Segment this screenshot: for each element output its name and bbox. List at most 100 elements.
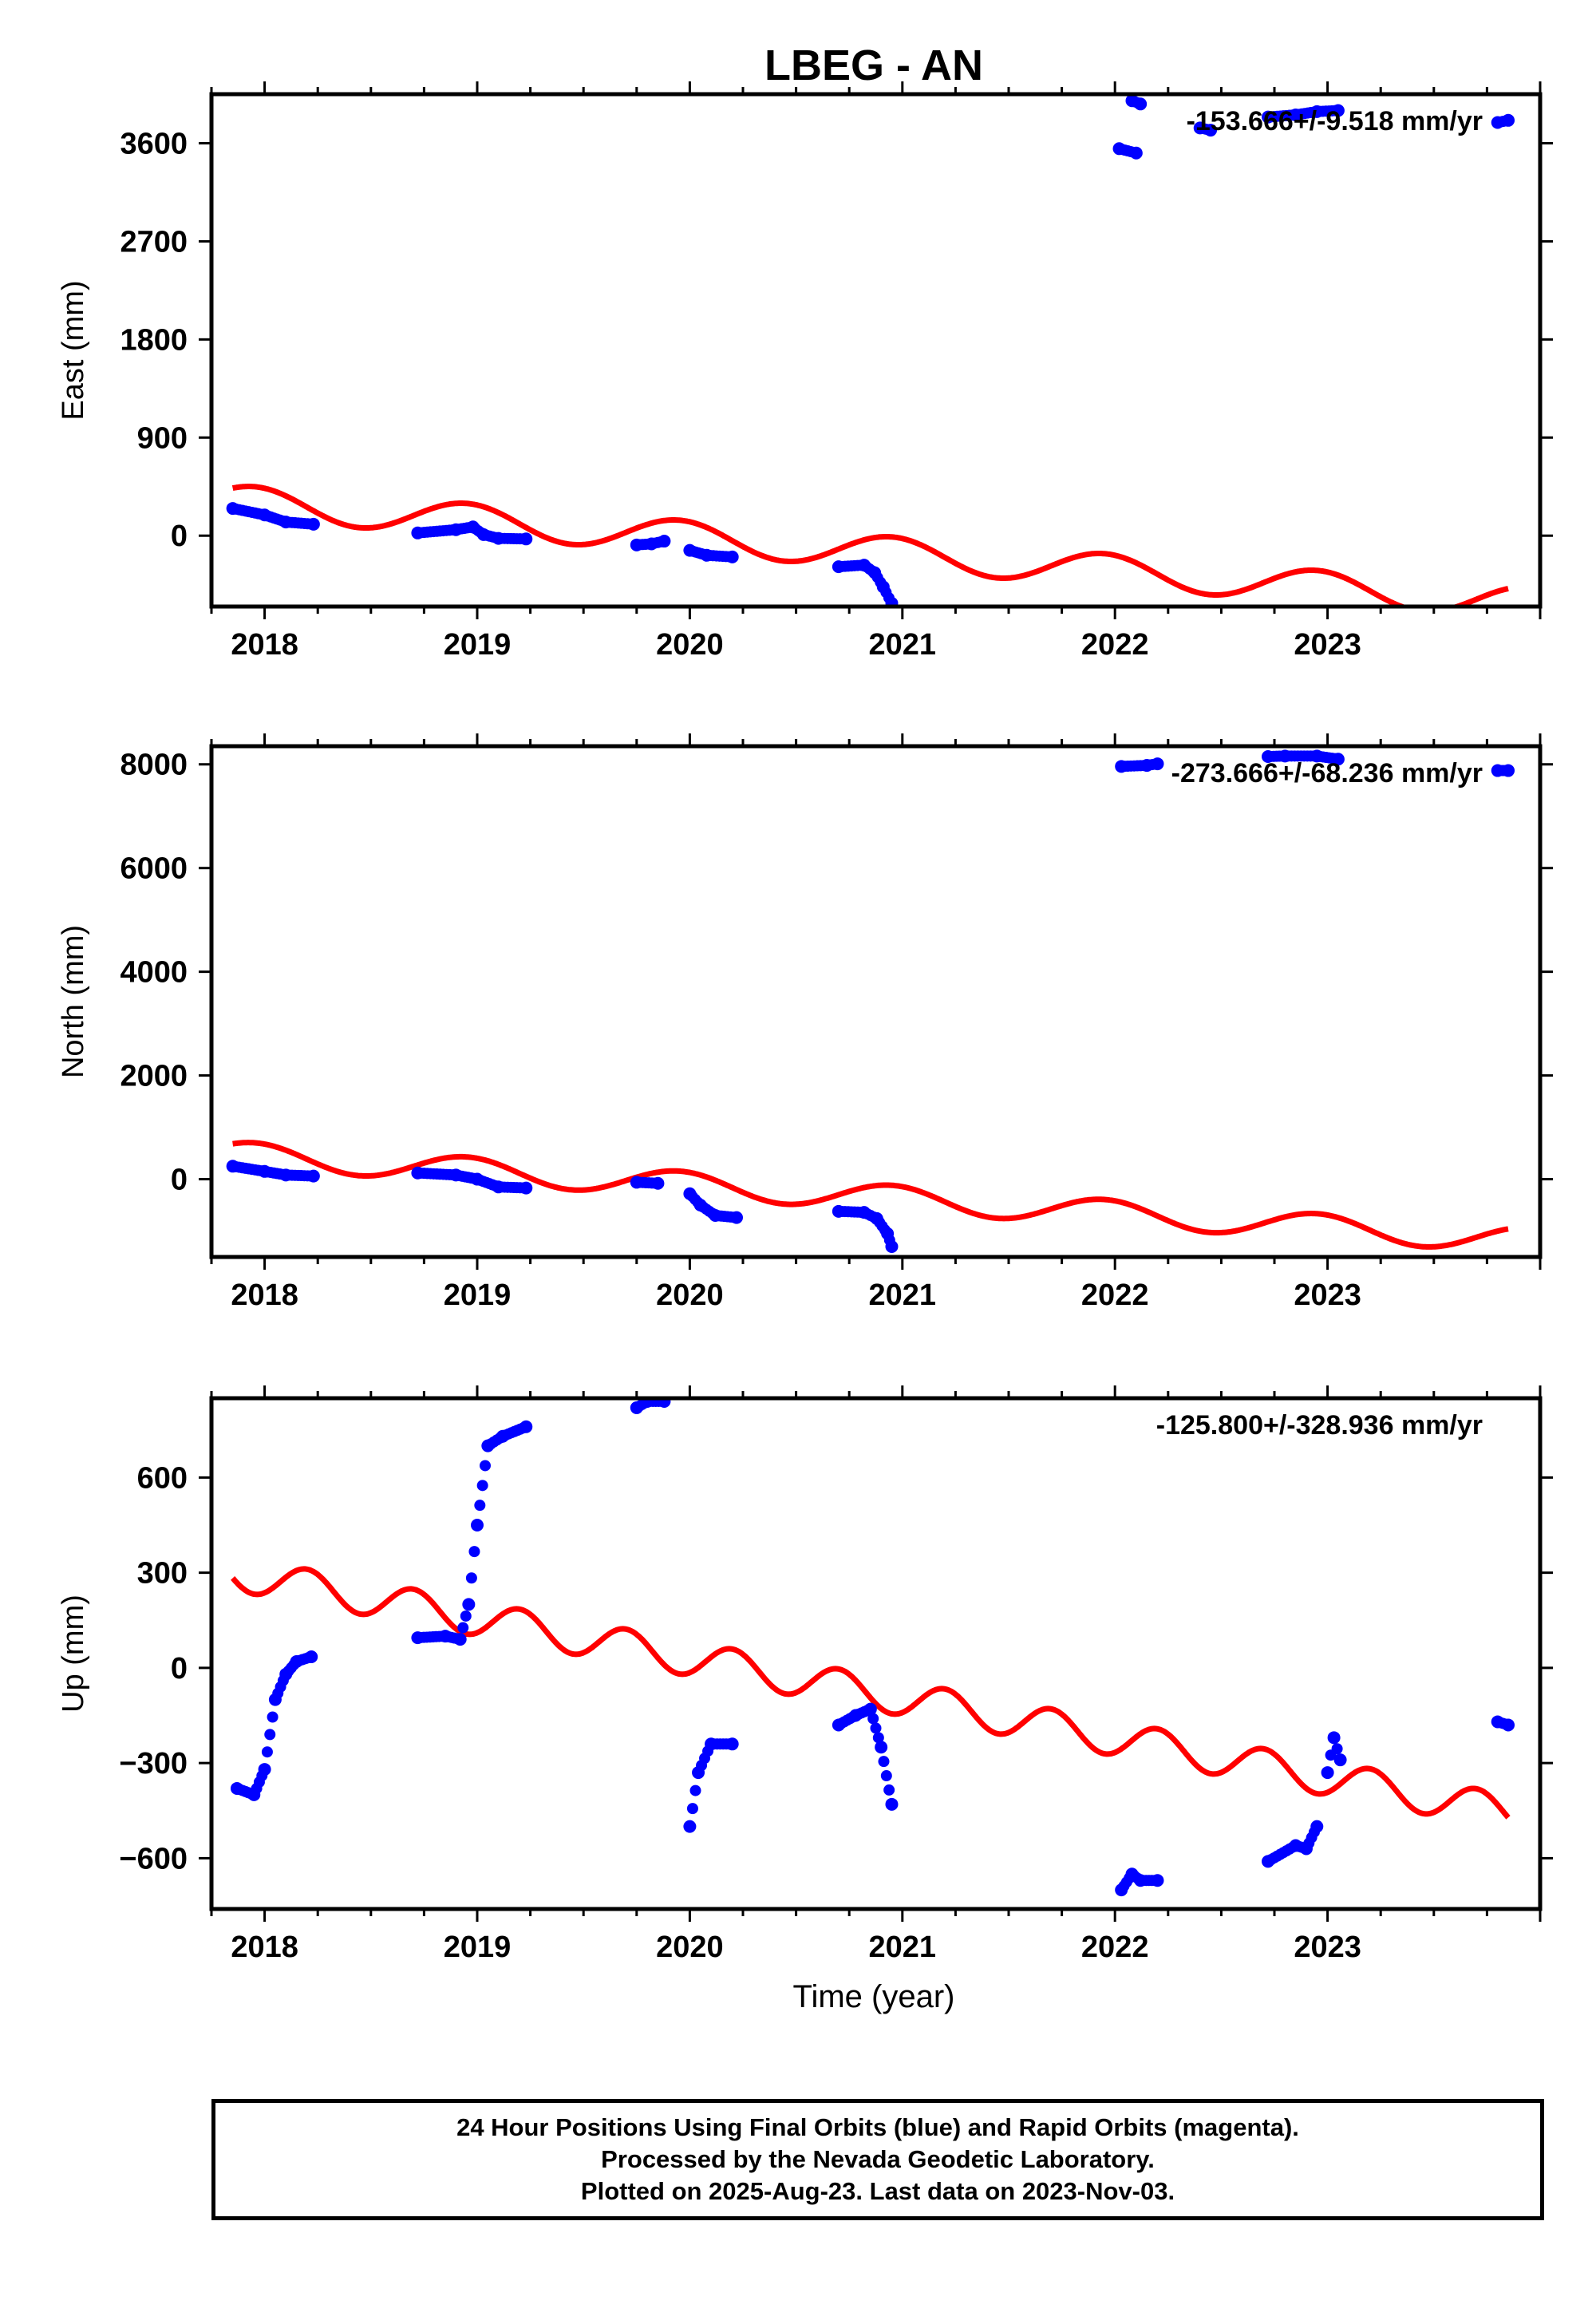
footer-box: 24 Hour Positions Using Final Orbits (bl… (211, 2099, 1544, 2220)
east-frame (209, 92, 1543, 609)
north-point (519, 1181, 533, 1195)
east-y-tick-label: 2700 (120, 225, 188, 259)
north-point (885, 1240, 899, 1254)
up-point (1333, 1753, 1347, 1767)
north-x-tick-label: 2021 (869, 1279, 937, 1312)
up-point (465, 1572, 477, 1584)
east-x-tick-label: 2022 (1081, 628, 1149, 662)
north-model-curve (232, 1140, 1509, 1250)
up-point (261, 1746, 273, 1758)
up-point (453, 1633, 467, 1646)
east-y-tick-label: 900 (137, 421, 188, 455)
north-x-tick-label: 2022 (1081, 1279, 1149, 1312)
up-point (870, 1722, 882, 1734)
east-x-tick-label: 2020 (656, 628, 724, 662)
north-x-tick-label: 2018 (231, 1279, 298, 1312)
up-point (264, 1729, 276, 1741)
up-x-tick-label: 2022 (1081, 1931, 1149, 1964)
north-y-tick-label: 2000 (120, 1060, 188, 1093)
x-axis-label: Time (year) (793, 1979, 955, 2014)
chart-title: LBEG - AN (764, 41, 983, 89)
up-point (1151, 1874, 1164, 1887)
east-rate-label: -153.666+/-9.518 mm/yr (1187, 106, 1483, 136)
north-point (1151, 757, 1164, 771)
east-point (1331, 104, 1345, 117)
up-point (462, 1598, 476, 1611)
north-point (306, 1169, 320, 1183)
east-x-tick-label: 2023 (1294, 628, 1361, 662)
north-x-tick-label: 2023 (1294, 1279, 1361, 1312)
up-point (519, 1420, 533, 1433)
up-point (867, 1713, 879, 1725)
up-point (457, 1622, 469, 1634)
up-x-tick-label: 2021 (869, 1931, 937, 1964)
footer-line-2: Processed by the Nevada Geodetic Laborat… (601, 2145, 1155, 2173)
up-rate-label: -125.800+/-328.936 mm/yr (1156, 1410, 1483, 1441)
up-point (1327, 1731, 1341, 1745)
up-point (1321, 1766, 1334, 1780)
north-frame (209, 744, 1543, 1259)
up-point (1502, 1718, 1515, 1732)
up-point (479, 1460, 491, 1472)
up-data-points (230, 1398, 1515, 1897)
up-point (267, 1711, 279, 1723)
east-point (1134, 97, 1148, 111)
north-y-tick-label: 8000 (120, 749, 188, 782)
up-point (863, 1702, 877, 1716)
north-y-axis-label: North (mm) (57, 925, 90, 1078)
north-point (1502, 764, 1515, 777)
up-y-axis-label: Up (mm) (57, 1595, 90, 1713)
up-point (875, 1741, 888, 1754)
up-point (474, 1500, 486, 1512)
east-point (1129, 146, 1143, 160)
up-point (683, 1820, 697, 1833)
up-point (476, 1480, 488, 1492)
up-point (885, 1797, 899, 1811)
east-y-tick-label: 0 (171, 520, 188, 553)
up-y-tick-label: −300 (119, 1747, 188, 1780)
up-point (258, 1763, 271, 1777)
up-point (883, 1784, 895, 1796)
east-y-tick-label: 1800 (120, 323, 188, 357)
up-point (878, 1756, 890, 1768)
up-y-tick-label: 600 (137, 1461, 188, 1495)
up-point (471, 1519, 484, 1532)
east-x-tick-label: 2019 (444, 628, 512, 662)
up-point (689, 1784, 701, 1796)
east-panel: 0 900 1800 2700 3600 2018 2019 2020 2021 2022 2023… (57, 81, 1553, 662)
north-point (730, 1211, 744, 1224)
up-point (872, 1732, 884, 1744)
up-point (468, 1546, 480, 1558)
north-y-tick-label: 0 (171, 1164, 188, 1197)
up-y-tick-label: 0 (171, 1652, 188, 1686)
up-y-tick-label: −600 (119, 1842, 188, 1875)
north-point (651, 1176, 665, 1190)
east-point (725, 550, 739, 563)
north-y-tick-label: 6000 (120, 852, 188, 886)
east-point (658, 535, 671, 548)
east-y-axis-label: East (mm) (57, 280, 90, 420)
east-point (519, 532, 533, 546)
north-point (1331, 753, 1345, 766)
up-x-tick-label: 2023 (1294, 1931, 1361, 1964)
east-y-tick-label: 3600 (120, 127, 188, 160)
east-point (306, 517, 320, 531)
up-x-tick-label: 2020 (656, 1931, 724, 1964)
north-panel: 0 2000 4000 6000 8000 2018 2019 2020 2021 2022 202… (57, 733, 1553, 1312)
up-model-curve (231, 1566, 1511, 1820)
up-point (305, 1650, 318, 1663)
up-point (880, 1770, 892, 1782)
footer-line-3: Plotted on 2025-Aug-23. Last data on 202… (580, 2177, 1175, 2205)
east-point (1502, 113, 1515, 127)
up-y-tick-label: 300 (137, 1557, 188, 1591)
east-x-tick-label: 2018 (231, 628, 298, 662)
up-point (1310, 1820, 1324, 1833)
up-x-tick-label: 2019 (444, 1931, 512, 1964)
up-point (460, 1610, 472, 1622)
east-model-curve (231, 484, 1509, 607)
up-panel: −600 −300 0 300 600 2018 2019 2020 2021 2022 2023 U… (57, 1385, 1553, 1964)
east-data-points (226, 94, 1515, 607)
up-point (686, 1803, 698, 1815)
north-data-points (226, 749, 1515, 1254)
